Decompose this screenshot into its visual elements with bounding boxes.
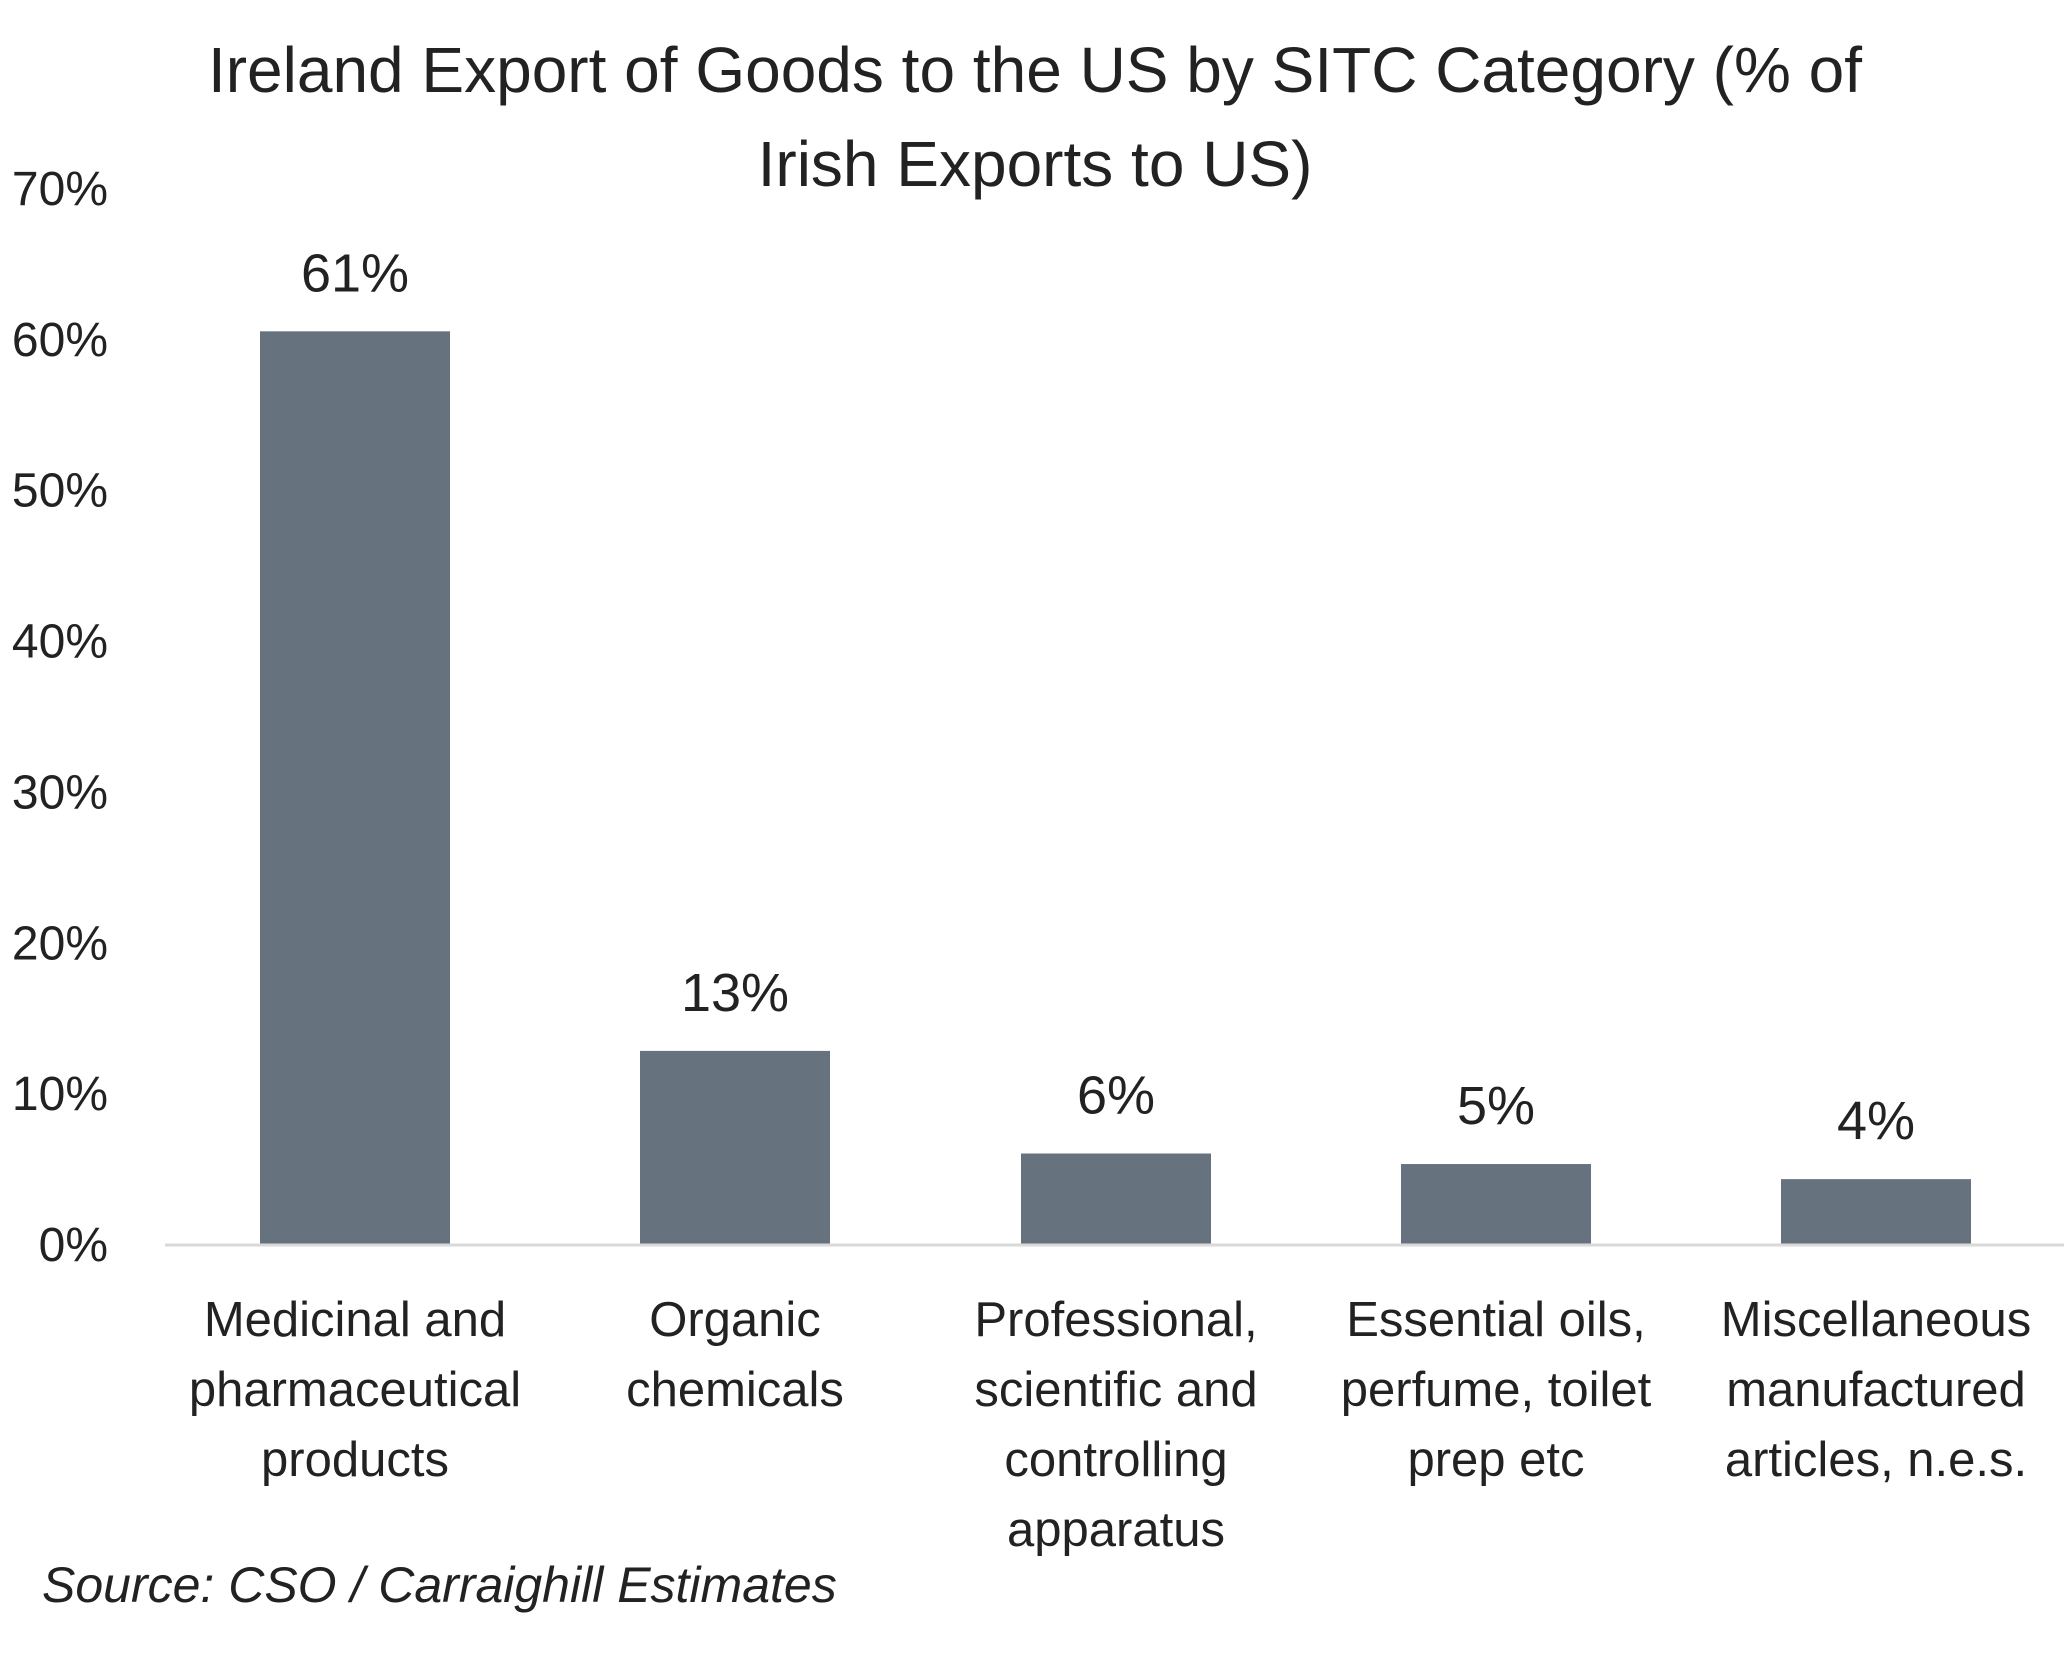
category-label-line: controlling <box>1004 1433 1227 1487</box>
y-tick-label: 20% <box>12 917 108 970</box>
category-label-line: Organic <box>649 1293 821 1347</box>
category-labels: Medicinal and pharmaceutical products Organ… <box>189 1293 2031 1557</box>
chart-title-line: Ireland Export of Goods to the US by SIT… <box>208 34 1862 106</box>
data-label: 6% <box>1077 1065 1155 1125</box>
y-tick-label: 30% <box>12 766 108 819</box>
y-axis-ticks: 0% 10% 20% 30% 40% 50% 60% 70% <box>12 163 108 1272</box>
bar <box>1781 1179 1971 1244</box>
category-label: Professional, scientific and controlling ap… <box>974 1293 1257 1557</box>
category-label: Miscellaneous manufactured articles, n.e.s… <box>1721 1293 2032 1487</box>
data-label: 4% <box>1837 1091 1915 1151</box>
y-tick-label: 50% <box>12 465 108 518</box>
category-label: Essential oils, perfume, toilet prep etc <box>1341 1293 1652 1487</box>
chart-title-line: Irish Exports to US) <box>758 128 1313 200</box>
y-tick-label: 70% <box>12 163 108 216</box>
data-label: 13% <box>681 963 789 1023</box>
category-label-line: apparatus <box>1007 1503 1225 1557</box>
bar <box>1401 1164 1591 1244</box>
category-label-line: pharmaceutical <box>189 1363 521 1417</box>
category-label-line: articles, n.e.s. <box>1725 1433 2027 1487</box>
category-label: Organic chemicals <box>626 1293 844 1417</box>
category-label: Medicinal and pharmaceutical products <box>189 1293 521 1487</box>
category-label-line: Miscellaneous <box>1721 1293 2032 1347</box>
category-label-line: Medicinal and <box>204 1293 506 1347</box>
bar <box>1021 1153 1211 1244</box>
category-label-line: perfume, toilet <box>1341 1363 1652 1417</box>
source-note: Source: CSO / Carraighill Estimates <box>42 1557 837 1613</box>
category-label-line: Essential oils, <box>1346 1293 1646 1347</box>
y-tick-label: 60% <box>12 314 108 367</box>
y-tick-label: 0% <box>39 1219 108 1272</box>
bars <box>260 331 1971 1244</box>
data-label: 5% <box>1457 1076 1535 1136</box>
y-tick-label: 10% <box>12 1068 108 1121</box>
category-label-line: scientific and <box>974 1363 1257 1417</box>
category-label-line: prep etc <box>1407 1433 1584 1487</box>
category-label-line: manufactured <box>1726 1363 2026 1417</box>
category-label-line: products <box>261 1433 449 1487</box>
chart-title: Ireland Export of Goods to the US by SIT… <box>208 34 1862 200</box>
data-label: 61% <box>301 243 409 303</box>
data-labels: 61% 13% 6% 5% 4% <box>301 243 1915 1151</box>
bar <box>260 331 450 1244</box>
category-label-line: chemicals <box>626 1363 844 1417</box>
category-label-line: Professional, <box>974 1293 1257 1347</box>
bar <box>640 1050 830 1244</box>
y-tick-label: 40% <box>12 616 108 669</box>
